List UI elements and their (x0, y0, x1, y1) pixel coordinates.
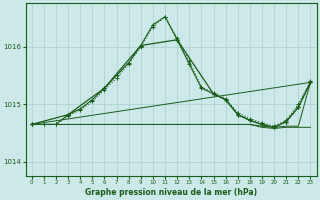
X-axis label: Graphe pression niveau de la mer (hPa): Graphe pression niveau de la mer (hPa) (85, 188, 257, 197)
